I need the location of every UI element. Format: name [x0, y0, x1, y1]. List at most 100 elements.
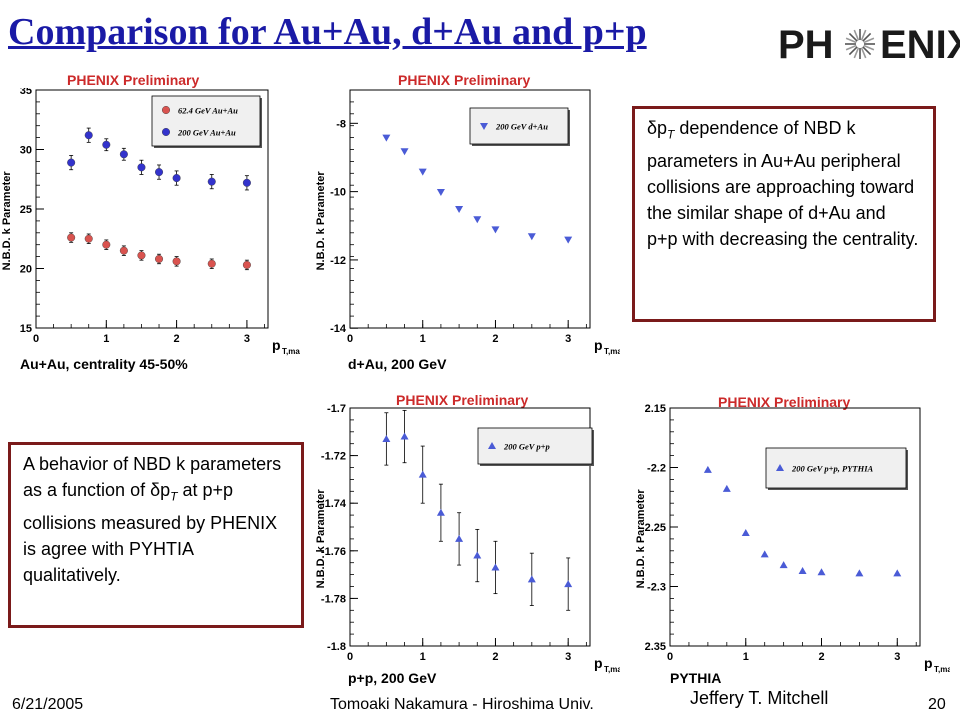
phenix-logo: PH ENIX	[778, 23, 960, 67]
caption-pp: p+p, 200 GeV	[348, 670, 437, 686]
prelim-label-pp: PHENIX Preliminary	[396, 392, 529, 408]
x-tick-label: 3	[565, 651, 571, 663]
x-tick-label: 2	[818, 651, 824, 663]
data-point	[382, 134, 391, 142]
starburst-ray	[848, 32, 858, 42]
data-point	[473, 551, 482, 559]
caption-auau: Au+Au, centrality 45-50%	[20, 356, 188, 372]
data-point	[155, 254, 164, 263]
starburst-ray	[862, 32, 872, 42]
legend-entry: 200 GeV Au+Au	[177, 128, 236, 138]
data-point	[436, 189, 445, 196]
starburst-ray	[845, 37, 857, 44]
starburst-ray	[860, 29, 867, 41]
x-tick-label: 2	[174, 333, 180, 345]
y-tick-label: -12	[330, 255, 346, 267]
starburst-ray	[863, 37, 875, 44]
textbox-bottom: A behavior of NBD k parameters as a func…	[8, 442, 304, 628]
y-tick-label: -1.72	[321, 451, 346, 463]
plot-frame	[669, 407, 921, 647]
prelim-label-dau: PHENIX Preliminary	[398, 72, 531, 88]
legend-marker	[161, 106, 170, 115]
y-tick-label: 35	[20, 88, 32, 97]
data-point	[102, 140, 111, 149]
x-tick-label: 1	[420, 333, 426, 345]
legend-box	[469, 107, 569, 145]
textbox-top-prefix: δp	[647, 118, 668, 138]
data-point	[455, 534, 464, 542]
x-axis-label-sub: T,max	[604, 347, 620, 356]
x-tick-label: 0	[347, 333, 353, 345]
data-point	[722, 484, 731, 492]
chart-pythia: 2.15 -2.2 -2.25 -2.3 2.350 1 2 3 pT,max N.B.D. k …	[635, 404, 950, 674]
data-point	[779, 561, 788, 569]
textbox-top: δpT dependence of NBD k parameters in Au…	[632, 106, 936, 322]
data-point	[703, 465, 712, 473]
legend-entry: 200 GeV p+p	[503, 442, 550, 452]
x-tick-label: 3	[894, 651, 900, 663]
legend-box	[477, 427, 593, 465]
data-point	[242, 178, 251, 187]
starburst-ray	[848, 46, 858, 56]
data-point	[436, 508, 445, 516]
data-point	[455, 206, 464, 213]
y-tick-label: 2.35	[645, 641, 666, 653]
data-point	[137, 251, 146, 260]
x-tick-label: 2	[492, 651, 498, 663]
y-tick-label: 30	[20, 145, 32, 157]
data-point	[473, 216, 482, 224]
y-tick-label: -1.7	[327, 404, 346, 415]
data-point	[207, 259, 216, 268]
starburst-ray	[863, 44, 875, 51]
data-point	[400, 148, 409, 156]
y-tick-label: -1.78	[321, 593, 346, 605]
chart-pp: -1.7 -1.72 -1.74 -1.76 -1.78 -1.80 1 2 3 pT,max N.…	[315, 404, 620, 674]
x-axis-label-sub: T,max	[282, 347, 300, 356]
data-point	[817, 568, 826, 576]
prelim-label-auau: PHENIX Preliminary	[67, 72, 200, 88]
data-point	[527, 575, 536, 583]
chart-auau: 15 20 25 30 35 0 1 2 3 pT,max N.B.D. k Parameter 62…	[1, 88, 300, 356]
y-axis-label: N.B.D. k Parameter	[315, 171, 327, 271]
starburst-ray	[853, 47, 860, 59]
x-axis-label: p	[924, 655, 933, 671]
data-point	[172, 257, 181, 266]
x-tick-label: 1	[743, 651, 749, 663]
textbox-bottom-part2: at p+p collisions measured by PHENIX is …	[23, 480, 278, 585]
starburst-ray	[853, 29, 860, 41]
data-point	[564, 236, 573, 244]
caption-pythia: PYTHIA	[670, 670, 722, 686]
x-tick-label: 2	[492, 333, 498, 345]
legend-box	[151, 95, 261, 147]
data-point	[155, 168, 164, 177]
data-point	[102, 240, 111, 249]
data-point	[527, 233, 536, 241]
slide-title: Comparison for Au+Au, d+Au and p+p	[8, 11, 647, 53]
legend-marker	[161, 128, 170, 137]
data-point	[418, 168, 427, 176]
data-point	[242, 260, 251, 269]
data-point	[893, 569, 902, 577]
x-tick-label: 0	[667, 651, 673, 663]
data-point	[741, 528, 750, 536]
data-point	[382, 434, 391, 442]
data-point	[418, 470, 427, 478]
data-point	[798, 567, 807, 575]
prelim-label-pythia: PHENIX Preliminary	[718, 394, 851, 410]
starburst-ray	[862, 46, 872, 56]
legend-marker	[776, 464, 784, 471]
caption-dau: d+Au, 200 GeV	[348, 356, 447, 372]
y-tick-label: -2.25	[641, 522, 666, 534]
data-point	[119, 150, 128, 159]
x-tick-label: 1	[103, 333, 109, 345]
data-point	[137, 163, 146, 172]
y-tick-label: -1.74	[321, 498, 347, 510]
footer-presenter: Tomoaki Nakamura - Hiroshima Univ.	[330, 696, 594, 713]
footer-author: Jeffery T. Mitchell	[690, 688, 829, 708]
y-tick-label: 15	[20, 323, 32, 335]
data-point	[84, 234, 93, 243]
x-axis-label: p	[594, 655, 603, 671]
x-tick-label: 3	[244, 333, 250, 345]
y-axis-label: N.B.D. k Parameter	[1, 171, 13, 271]
data-point	[67, 158, 76, 167]
